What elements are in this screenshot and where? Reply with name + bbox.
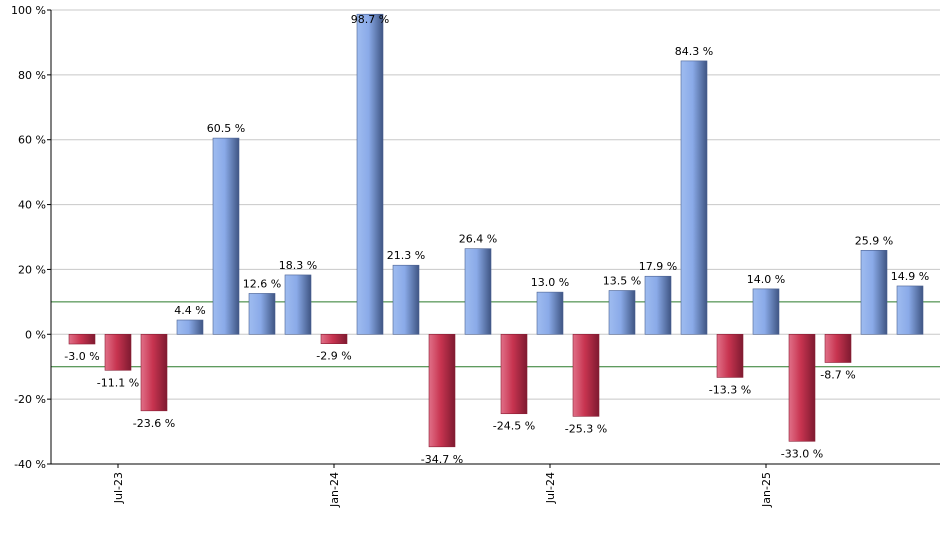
data-label: 84.3 % bbox=[675, 45, 713, 58]
data-label: -24.5 % bbox=[493, 420, 535, 433]
bar bbox=[320, 333, 348, 344]
data-label: 13.0 % bbox=[531, 276, 569, 289]
bar bbox=[68, 333, 96, 345]
y-tick-label: 60 % bbox=[18, 134, 46, 147]
bar bbox=[680, 60, 708, 335]
bar bbox=[176, 319, 204, 335]
data-label: 98.7 % bbox=[351, 13, 389, 26]
data-label: -2.9 % bbox=[316, 350, 351, 363]
bar bbox=[824, 333, 852, 363]
data-label: -34.7 % bbox=[421, 453, 463, 466]
bar bbox=[716, 333, 744, 378]
data-labels: -3.0 % -11.1 % -23.6 % 4.4 % 60.5 % 12.6 % 18.… bbox=[64, 13, 929, 466]
bar bbox=[464, 248, 492, 335]
x-tick-label: Jul-23 bbox=[112, 472, 125, 504]
data-label: -33.0 % bbox=[781, 447, 823, 460]
bar bbox=[104, 333, 132, 371]
bar bbox=[752, 288, 780, 335]
bar bbox=[500, 333, 528, 415]
bar bbox=[536, 291, 564, 335]
bar bbox=[392, 264, 420, 335]
bar bbox=[284, 274, 312, 335]
data-label: 14.9 % bbox=[891, 270, 929, 283]
bar bbox=[248, 293, 276, 335]
axes: -40 % -20 % 0 % 20 % 40 % 60 % 80 % 100 % Jul-23… bbox=[11, 4, 940, 508]
bar bbox=[356, 13, 384, 335]
data-label: -23.6 % bbox=[133, 417, 175, 430]
data-label: 4.4 % bbox=[174, 304, 205, 317]
x-tick-label: Jan-24 bbox=[328, 472, 341, 508]
bar bbox=[140, 333, 168, 412]
data-label: -25.3 % bbox=[565, 422, 607, 435]
data-label: -8.7 % bbox=[820, 368, 855, 381]
bar bbox=[860, 249, 888, 335]
y-tick-label: 100 % bbox=[11, 4, 46, 17]
data-label: 60.5 % bbox=[207, 122, 245, 135]
bar bbox=[896, 285, 924, 335]
data-label: -11.1 % bbox=[97, 376, 139, 389]
data-label: 18.3 % bbox=[279, 259, 317, 272]
data-label: -13.3 % bbox=[709, 383, 751, 396]
y-tick-label: 0 % bbox=[25, 328, 46, 341]
x-tick-label: Jul-24 bbox=[544, 472, 557, 504]
data-label: 25.9 % bbox=[855, 234, 893, 247]
bar bbox=[572, 333, 600, 417]
y-tick-label: 40 % bbox=[18, 199, 46, 212]
bar bbox=[212, 137, 240, 335]
data-label: 17.9 % bbox=[639, 260, 677, 273]
bars bbox=[68, 13, 924, 448]
x-tick-label: Jan-25 bbox=[760, 472, 773, 508]
data-label: -3.0 % bbox=[64, 350, 99, 363]
data-label: 26.4 % bbox=[459, 233, 497, 246]
data-label: 12.6 % bbox=[243, 277, 281, 290]
data-label: 21.3 % bbox=[387, 249, 425, 262]
bar bbox=[644, 275, 672, 335]
y-tick-label: 20 % bbox=[18, 263, 46, 276]
data-label: 13.5 % bbox=[603, 275, 641, 288]
bar bbox=[608, 290, 636, 335]
bar bbox=[788, 333, 816, 442]
y-tick-label: -20 % bbox=[14, 393, 46, 406]
y-tick-label: 80 % bbox=[18, 69, 46, 82]
data-label: 14.0 % bbox=[747, 273, 785, 286]
y-tick-label: -40 % bbox=[14, 458, 46, 471]
bar bbox=[428, 333, 456, 448]
